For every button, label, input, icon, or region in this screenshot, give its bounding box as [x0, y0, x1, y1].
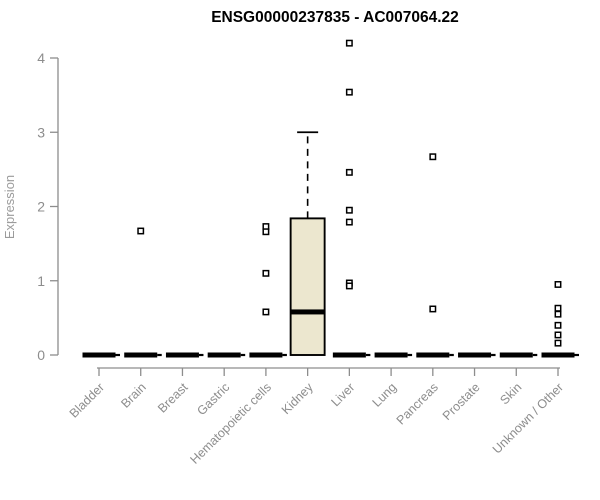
- collapsed-box-whisker-nub: [240, 353, 246, 357]
- x-tick-label: Gastric: [194, 380, 232, 418]
- outlier-point: [262, 308, 270, 316]
- x-tick-label: Unknown / Other: [490, 380, 566, 456]
- collapsed-box-whisker-nub: [282, 353, 287, 357]
- collapsed-box: [249, 352, 283, 358]
- collapsed-box: [458, 352, 492, 358]
- outlier-point: [554, 321, 562, 329]
- collapsed-box: [124, 352, 158, 358]
- collapsed-box: [416, 352, 450, 358]
- collapsed-box: [82, 352, 116, 358]
- y-tick-label: 4: [37, 50, 45, 66]
- collapsed-box-whisker-nub: [157, 353, 162, 357]
- y-tick-label: 1: [37, 273, 45, 289]
- x-tick-label: Prostate: [440, 380, 483, 423]
- collapsed-box-whisker-nub: [365, 353, 371, 357]
- x-tick-label: Bladder: [67, 380, 107, 420]
- outlier-point: [554, 331, 562, 339]
- collapsed-box: [207, 352, 241, 358]
- plot-layer: [82, 39, 579, 358]
- y-tick-label: 0: [37, 347, 45, 363]
- collapsed-box-whisker-nub: [198, 353, 204, 357]
- x-tick-label: Hematopoietic cells: [187, 380, 274, 467]
- outlier-point: [262, 228, 270, 236]
- outlier-point: [262, 269, 270, 277]
- median-line: [290, 309, 325, 315]
- outlier-point: [429, 305, 437, 313]
- collapsed-box-whisker-nub: [491, 353, 496, 357]
- x-tick-label: Brain: [118, 380, 149, 411]
- box: [289, 217, 326, 356]
- x-tick-label: Breast: [155, 380, 191, 416]
- collapsed-box-whisker-nub: [115, 353, 120, 357]
- outlier-point: [554, 339, 562, 347]
- chart-title: ENSG00000237835 - AC007064.22: [211, 9, 459, 26]
- outlier-point: [554, 304, 562, 312]
- y-tick-label: 2: [37, 199, 45, 215]
- outlier-point: [137, 227, 145, 235]
- outlier-point: [554, 281, 562, 288]
- x-tick-label: Kidney: [279, 380, 316, 417]
- collapsed-box: [332, 352, 366, 358]
- x-tick-label: Liver: [328, 380, 357, 409]
- outlier-point: [345, 218, 353, 226]
- collapsed-box-whisker-nub: [532, 353, 538, 357]
- outlier-point: [345, 206, 353, 214]
- outlier-point: [345, 282, 353, 290]
- x-tick-label: Lung: [370, 380, 400, 410]
- outlier-point: [429, 153, 437, 161]
- collapsed-box: [499, 352, 533, 358]
- outlier-point: [345, 168, 353, 176]
- collapsed-box-whisker-nub: [407, 353, 413, 357]
- collapsed-box: [374, 352, 408, 358]
- outlier-point: [345, 88, 353, 96]
- collapsed-box: [541, 352, 575, 358]
- outlier-point: [345, 39, 353, 47]
- collapsed-box-whisker-nub: [574, 353, 579, 357]
- outlier-point: [554, 310, 562, 318]
- x-tick-label: Skin: [497, 380, 524, 407]
- y-axis-title: Expression: [2, 175, 17, 239]
- y-tick-label: 3: [37, 124, 45, 140]
- x-tick-label: Pancreas: [394, 380, 441, 427]
- collapsed-box-whisker-nub: [449, 353, 454, 357]
- collapsed-box: [165, 352, 199, 358]
